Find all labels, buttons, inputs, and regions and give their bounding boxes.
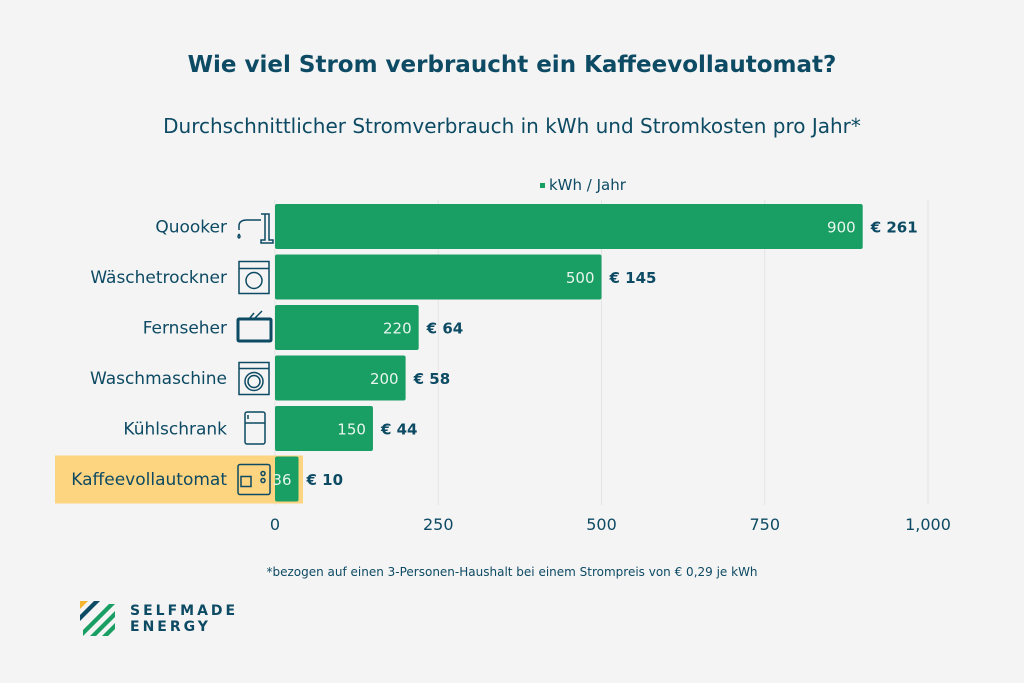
washing-machine-icon: [238, 361, 270, 396]
dryer-icon: [238, 260, 270, 295]
tv-icon: [236, 310, 273, 343]
category-label: Wäschetrockner: [90, 268, 227, 288]
fridge-icon: [244, 411, 266, 445]
selfmade-energy-logo-icon: [80, 601, 115, 636]
bar-value-label: 220: [383, 320, 412, 338]
category-label: Kaffeevollautomat: [71, 470, 227, 490]
bar-4: [275, 406, 373, 451]
coffee-machine-icon: [237, 463, 271, 496]
bar-2: [275, 305, 419, 350]
bar-value-label: 900: [827, 219, 856, 237]
x-tick-label: 1,000: [905, 515, 951, 534]
bar-chart: 0 250 500 750 1,000 900 € 261 Quooker 500 € 145 Wä…: [55, 200, 951, 534]
logo-line1: SELFMADE: [130, 603, 239, 619]
cost-label: € 10: [306, 471, 344, 489]
category-label: Kühlschrank: [123, 420, 227, 440]
x-tick-label: 250: [423, 515, 454, 534]
faucet-icon: [237, 213, 274, 244]
category-label: Fernseher: [143, 319, 227, 339]
bar-value-label: 36: [272, 471, 291, 489]
bar-value-label: 200: [370, 370, 399, 388]
cost-label: € 145: [609, 269, 657, 287]
x-tick-label: 750: [749, 515, 780, 534]
chart-title: Wie viel Strom verbraucht ein Kaffeevoll…: [187, 52, 837, 78]
bar-value-label: 150: [337, 421, 366, 439]
bar-0: [275, 204, 863, 249]
category-label: Waschmaschine: [90, 369, 227, 389]
bar-1: [275, 254, 602, 300]
logo-line2: ENERGY: [130, 619, 211, 635]
bar-3: [275, 355, 406, 401]
legend-swatch: [540, 183, 545, 188]
legend-label: kWh / Jahr: [549, 176, 626, 194]
cost-label: € 261: [870, 219, 918, 237]
chart-subtitle: Durchschnittlicher Stromverbrauch in kWh…: [163, 114, 861, 138]
x-tick-label: 500: [586, 515, 617, 534]
cost-label: € 64: [426, 320, 464, 338]
footnote: *bezogen auf einen 3-Personen-Haushalt b…: [266, 565, 758, 579]
logo-text: SELFMADE ENERGY: [130, 603, 238, 635]
bar-5: [275, 456, 299, 502]
category-label: Quooker: [155, 218, 227, 238]
legend: kWh / Jahr: [540, 176, 626, 194]
cost-label: € 58: [413, 370, 451, 388]
bar-value-label: 500: [566, 269, 595, 287]
cost-label: € 44: [380, 421, 418, 439]
x-tick-label: 0: [270, 515, 280, 534]
